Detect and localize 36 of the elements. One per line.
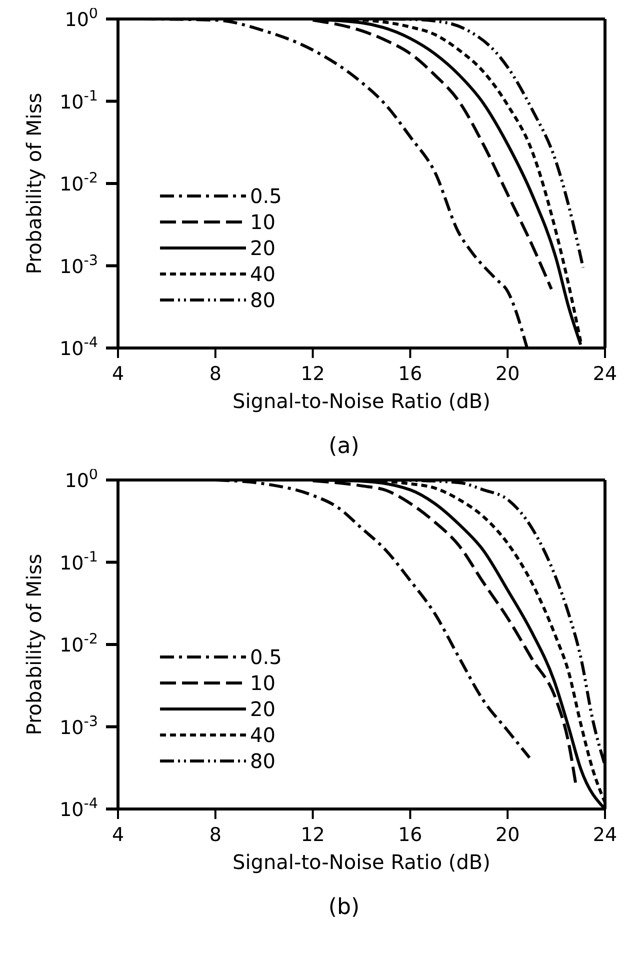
x-tick-label: 4 xyxy=(112,824,124,846)
x-axis-title: Signal-to-Noise Ratio (dB) xyxy=(232,389,490,413)
y-tick-label: 10$^{-1}$ xyxy=(60,549,98,574)
legend-label: 80 xyxy=(250,749,276,773)
x-tick-label: 8 xyxy=(209,363,222,385)
legend-label: 80 xyxy=(250,288,276,312)
y-tick-label: 10$^{-1}$ xyxy=(60,88,98,114)
legend-label: 10 xyxy=(250,210,276,234)
x-tick-label: 8 xyxy=(209,824,222,846)
y-axis-title: Probability of Miss xyxy=(22,92,46,274)
legend-label: 0.5 xyxy=(250,645,282,669)
x-tick-label: 20 xyxy=(496,824,520,846)
x-axis-title: Signal-to-Noise Ratio (dB) xyxy=(232,850,490,874)
x-tick-label: 20 xyxy=(496,363,520,385)
text: (b) xyxy=(327,895,361,920)
y-axis-title: Probability of Miss xyxy=(22,554,46,736)
y-tick-label: 10$^{-2}$ xyxy=(60,632,98,656)
y-tick-label: 10$^{-3}$ xyxy=(60,252,98,278)
y-tick-label: 10$^{-3}$ xyxy=(60,714,98,739)
legend-label: 40 xyxy=(250,262,276,286)
legend-label: 10 xyxy=(250,671,276,695)
x-tick-label: 12 xyxy=(300,363,325,385)
x-tick-label: 16 xyxy=(398,363,422,385)
text: (a) xyxy=(328,434,360,459)
x-tick-label: 24 xyxy=(592,824,618,846)
x-tick-label: 4 xyxy=(112,363,124,385)
legend-label: 40 xyxy=(250,723,276,747)
legend-label: 20 xyxy=(250,697,276,721)
y-tick-label: 10$^{-4}$ xyxy=(60,335,98,360)
x-tick-label: 12 xyxy=(300,824,325,846)
legend-label: 20 xyxy=(250,236,276,260)
y-tick-label: 10$^{-2}$ xyxy=(60,170,98,196)
y-tick-label: 10$^{-4}$ xyxy=(60,796,98,821)
x-tick-label: 24 xyxy=(592,363,618,385)
x-tick-label: 16 xyxy=(398,824,422,846)
legend-label: 0.5 xyxy=(250,184,282,208)
